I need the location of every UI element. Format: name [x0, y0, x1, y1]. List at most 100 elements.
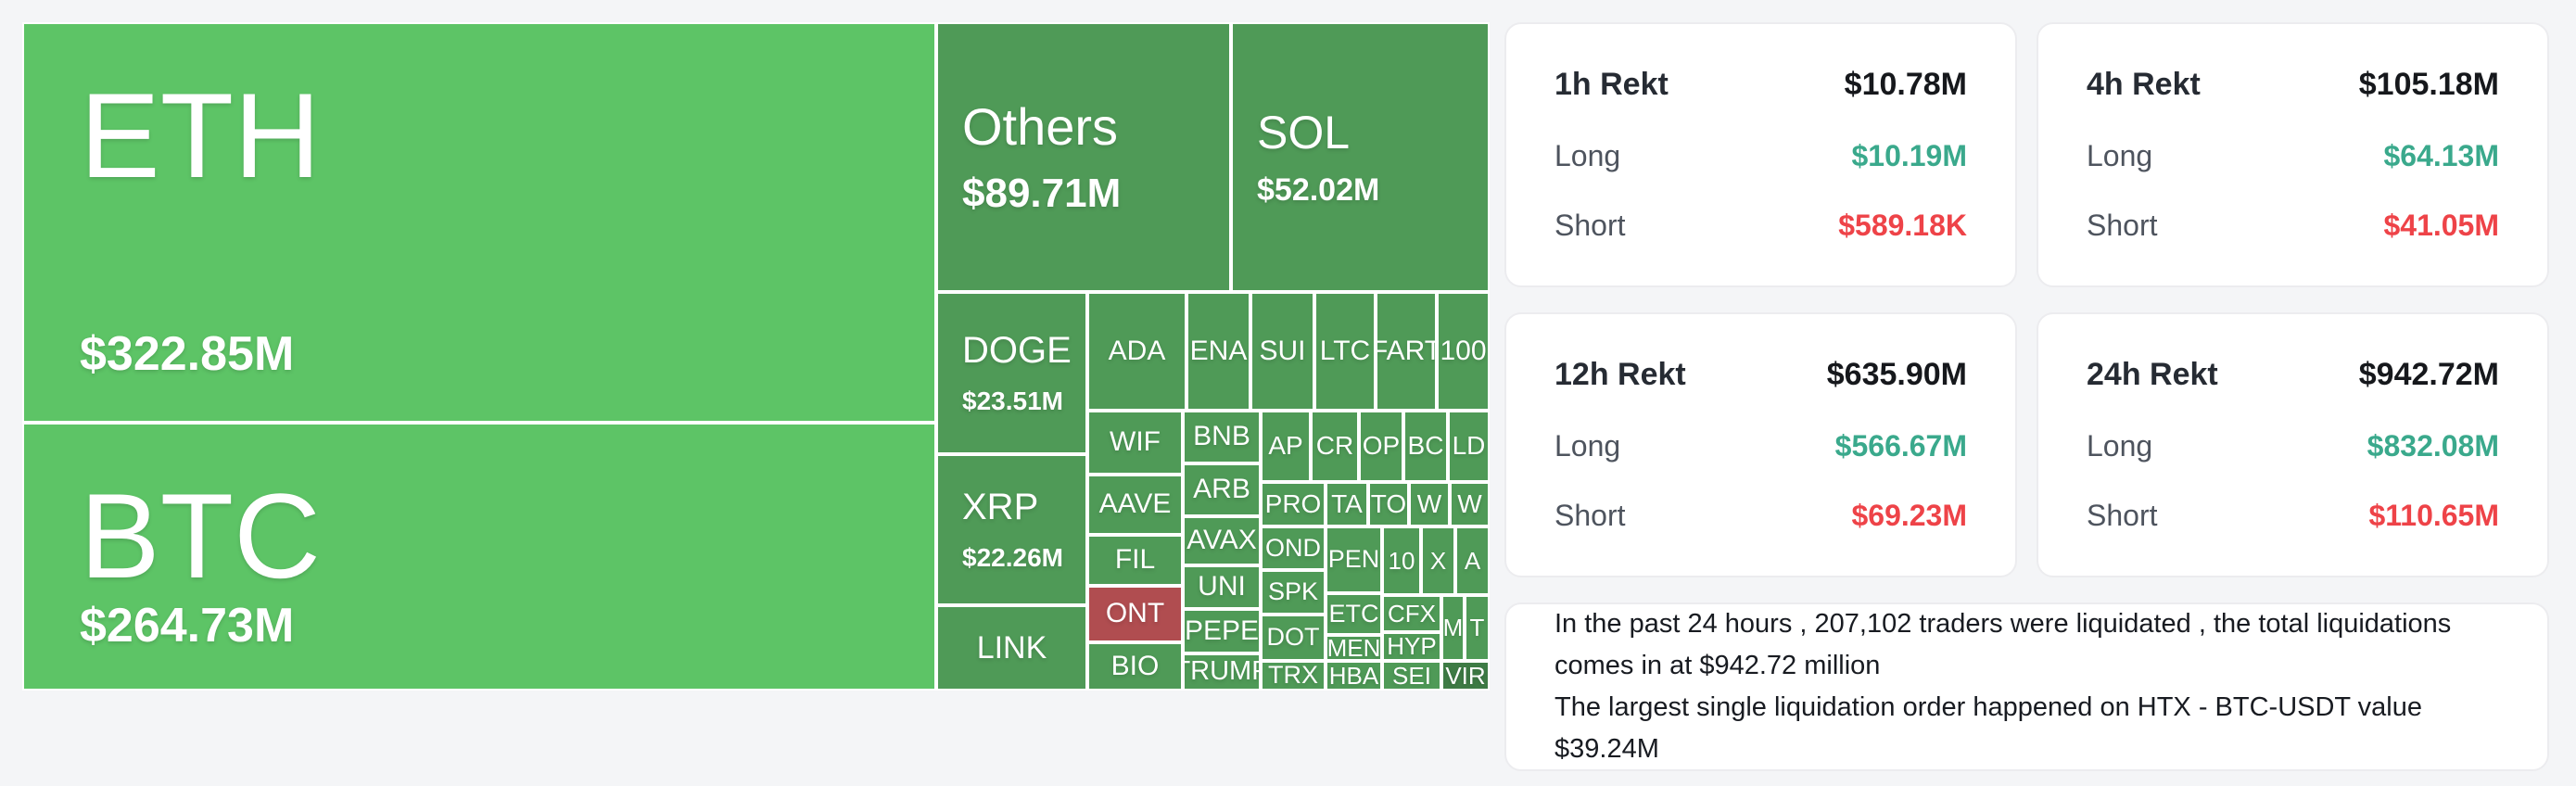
summary-line-1: In the past 24 hours , 207,102 traders w… [1554, 609, 2452, 680]
treemap-cell-ta[interactable]: TA [1326, 482, 1368, 526]
treemap-cell-pen[interactable]: PEN [1326, 526, 1382, 593]
treemap-cell-value: $89.71M [962, 170, 1122, 216]
treemap-cell-sol[interactable]: SOL $52.02M [1231, 22, 1490, 292]
treemap-cell-label: FART [1377, 335, 1435, 366]
treemap-cell-men[interactable]: MEN [1326, 635, 1382, 661]
treemap-cell-label: DOT [1266, 623, 1320, 652]
treemap-cell-10[interactable]: 10 [1382, 526, 1421, 595]
treemap-cell-ena[interactable]: ENA [1186, 292, 1250, 411]
treemap-cell-bio[interactable]: BIO [1087, 642, 1183, 691]
treemap-cell-label: ONT [1105, 598, 1165, 629]
short-label: Short [1554, 499, 1626, 532]
stat-long-row: Long $64.13M [2087, 139, 2499, 173]
treemap-cell-label: AP [1268, 431, 1303, 461]
treemap-cell-label: HYP [1387, 632, 1437, 661]
short-label: Short [1554, 209, 1626, 242]
treemap-cell-label: BTC [80, 468, 321, 603]
treemap-cell-etc[interactable]: ETC [1326, 593, 1382, 635]
stat-long-row: Long $566.67M [1554, 429, 1967, 463]
liquidation-summary-card: In the past 24 hours , 207,102 traders w… [1504, 602, 2549, 771]
card-title: 24h Rekt [2087, 357, 2218, 392]
treemap-cell-w1[interactable]: W [1409, 482, 1450, 526]
treemap-cell-label: CR [1315, 431, 1354, 461]
treemap-cell-label: 100 [1440, 335, 1487, 366]
stat-total-row: 4h Rekt $105.18M [2087, 67, 2499, 103]
total-value: $942.72M [2358, 357, 2499, 392]
treemap-cell-hba[interactable]: HBA [1326, 661, 1382, 691]
card-4h-rekt: 4h Rekt $105.18M Long $64.13M Short $41.… [2037, 22, 2549, 287]
treemap-cell-label: HBA [1328, 661, 1379, 690]
short-value: $589.18K [1838, 209, 1967, 242]
long-label: Long [1554, 138, 1621, 172]
treemap-cell-wif[interactable]: WIF [1087, 411, 1183, 475]
treemap-cell-label: TO [1370, 488, 1407, 518]
stat-short-row: Short $41.05M [2087, 209, 2499, 243]
treemap-cell-hyp[interactable]: HYP [1382, 632, 1441, 661]
treemap-cell-btc[interactable]: BTC $264.73M [22, 423, 936, 691]
treemap-cell-ont[interactable]: ONT [1087, 586, 1183, 642]
treemap-cell-pepe[interactable]: PEPE [1183, 609, 1261, 653]
treemap-cell-sei[interactable]: SEI [1382, 661, 1441, 691]
treemap-cell-xrp[interactable]: XRP $22.26M [936, 454, 1087, 605]
treemap-cell-arb[interactable]: ARB [1183, 463, 1261, 516]
treemap-cell-value: $23.51M [962, 387, 1063, 416]
treemap-cell-trx[interactable]: TRX [1261, 661, 1326, 691]
treemap-cell-op[interactable]: OP [1359, 411, 1403, 482]
treemap-cell-value: $264.73M [80, 599, 295, 653]
treemap-cell-fil[interactable]: FIL [1087, 535, 1183, 586]
stats-row-1: 1h Rekt $10.78M Long $10.19M Short $589.… [1504, 22, 2549, 287]
total-value: $10.78M [1844, 67, 1967, 102]
long-value: $64.13M [2383, 138, 2499, 172]
card-title: 12h Rekt [1554, 357, 1686, 392]
long-label: Long [2087, 138, 2153, 172]
summary-line-2: The largest single liquidation order hap… [1554, 692, 2423, 764]
treemap-cell-label: ADA [1108, 335, 1166, 366]
treemap-cell-w2[interactable]: W [1450, 482, 1490, 526]
stats-row-2: 12h Rekt $635.90M Long $566.67M Short $6… [1504, 312, 2549, 577]
treemap-cell-label: WIF [1110, 426, 1161, 458]
treemap-cell-label: TRUMP [1185, 656, 1259, 687]
treemap-cell-label: FIL [1114, 544, 1156, 576]
treemap-cell-t[interactable]: T [1465, 595, 1490, 661]
treemap-cell-label: ENA [1189, 335, 1248, 366]
treemap-cell-dot[interactable]: DOT [1261, 615, 1326, 661]
treemap-cell-label: AAVE [1098, 488, 1172, 520]
treemap-cell-x[interactable]: X [1421, 526, 1455, 595]
treemap-cell-pro[interactable]: PRO [1261, 482, 1326, 526]
treemap-cell-to[interactable]: TO [1368, 482, 1409, 526]
treemap-cell-avax[interactable]: AVAX [1183, 516, 1261, 565]
treemap-cell-others[interactable]: Others $89.71M [936, 22, 1231, 292]
treemap-cell-ada[interactable]: ADA [1087, 292, 1186, 411]
treemap-cell-cr[interactable]: CR [1311, 411, 1359, 482]
treemap-cell-label: ARB [1193, 474, 1250, 505]
treemap-cell-ond[interactable]: OND [1261, 526, 1326, 570]
treemap-cell-a[interactable]: A [1455, 526, 1490, 595]
treemap-cell-bnb[interactable]: BNB [1183, 411, 1261, 463]
treemap-cell-eth[interactable]: ETH $322.85M [22, 22, 936, 423]
treemap-cell-ltc[interactable]: LTC [1314, 292, 1376, 411]
treemap-cell-sui[interactable]: SUI [1250, 292, 1314, 411]
treemap-cell-link[interactable]: LINK [936, 605, 1087, 691]
treemap-cell-uni[interactable]: UNI [1183, 565, 1261, 609]
treemap-cell-label: SEI [1392, 661, 1431, 690]
short-label: Short [2087, 209, 2158, 242]
treemap-cell-m[interactable]: M [1441, 595, 1465, 661]
treemap-cell-label: ETC [1328, 599, 1379, 628]
treemap-cell-doge[interactable]: DOGE $23.51M [936, 292, 1087, 454]
treemap-cell-cfx[interactable]: CFX [1382, 595, 1441, 632]
treemap-cell-label: PEPE [1184, 615, 1260, 646]
treemap-cell-vir[interactable]: VIR [1441, 661, 1490, 691]
treemap-cell-ap[interactable]: AP [1261, 411, 1311, 482]
card-title: 4h Rekt [2087, 67, 2201, 102]
treemap-cell-fart[interactable]: FART [1376, 292, 1437, 411]
treemap-cell-label: AVAX [1186, 525, 1257, 556]
treemap-cell-spk[interactable]: SPK [1261, 570, 1326, 615]
treemap-cell-trump[interactable]: TRUMP [1183, 653, 1261, 691]
treemap-cell-label: UNI [1198, 571, 1246, 602]
treemap-cell-label: A [1464, 546, 1481, 575]
stat-total-row: 1h Rekt $10.78M [1554, 67, 1967, 103]
treemap-cell-ld[interactable]: LD [1448, 411, 1490, 482]
treemap-cell-aave[interactable]: AAVE [1087, 475, 1183, 535]
treemap-cell-bc[interactable]: BC [1403, 411, 1448, 482]
treemap-cell-100[interactable]: 100 [1437, 292, 1490, 411]
